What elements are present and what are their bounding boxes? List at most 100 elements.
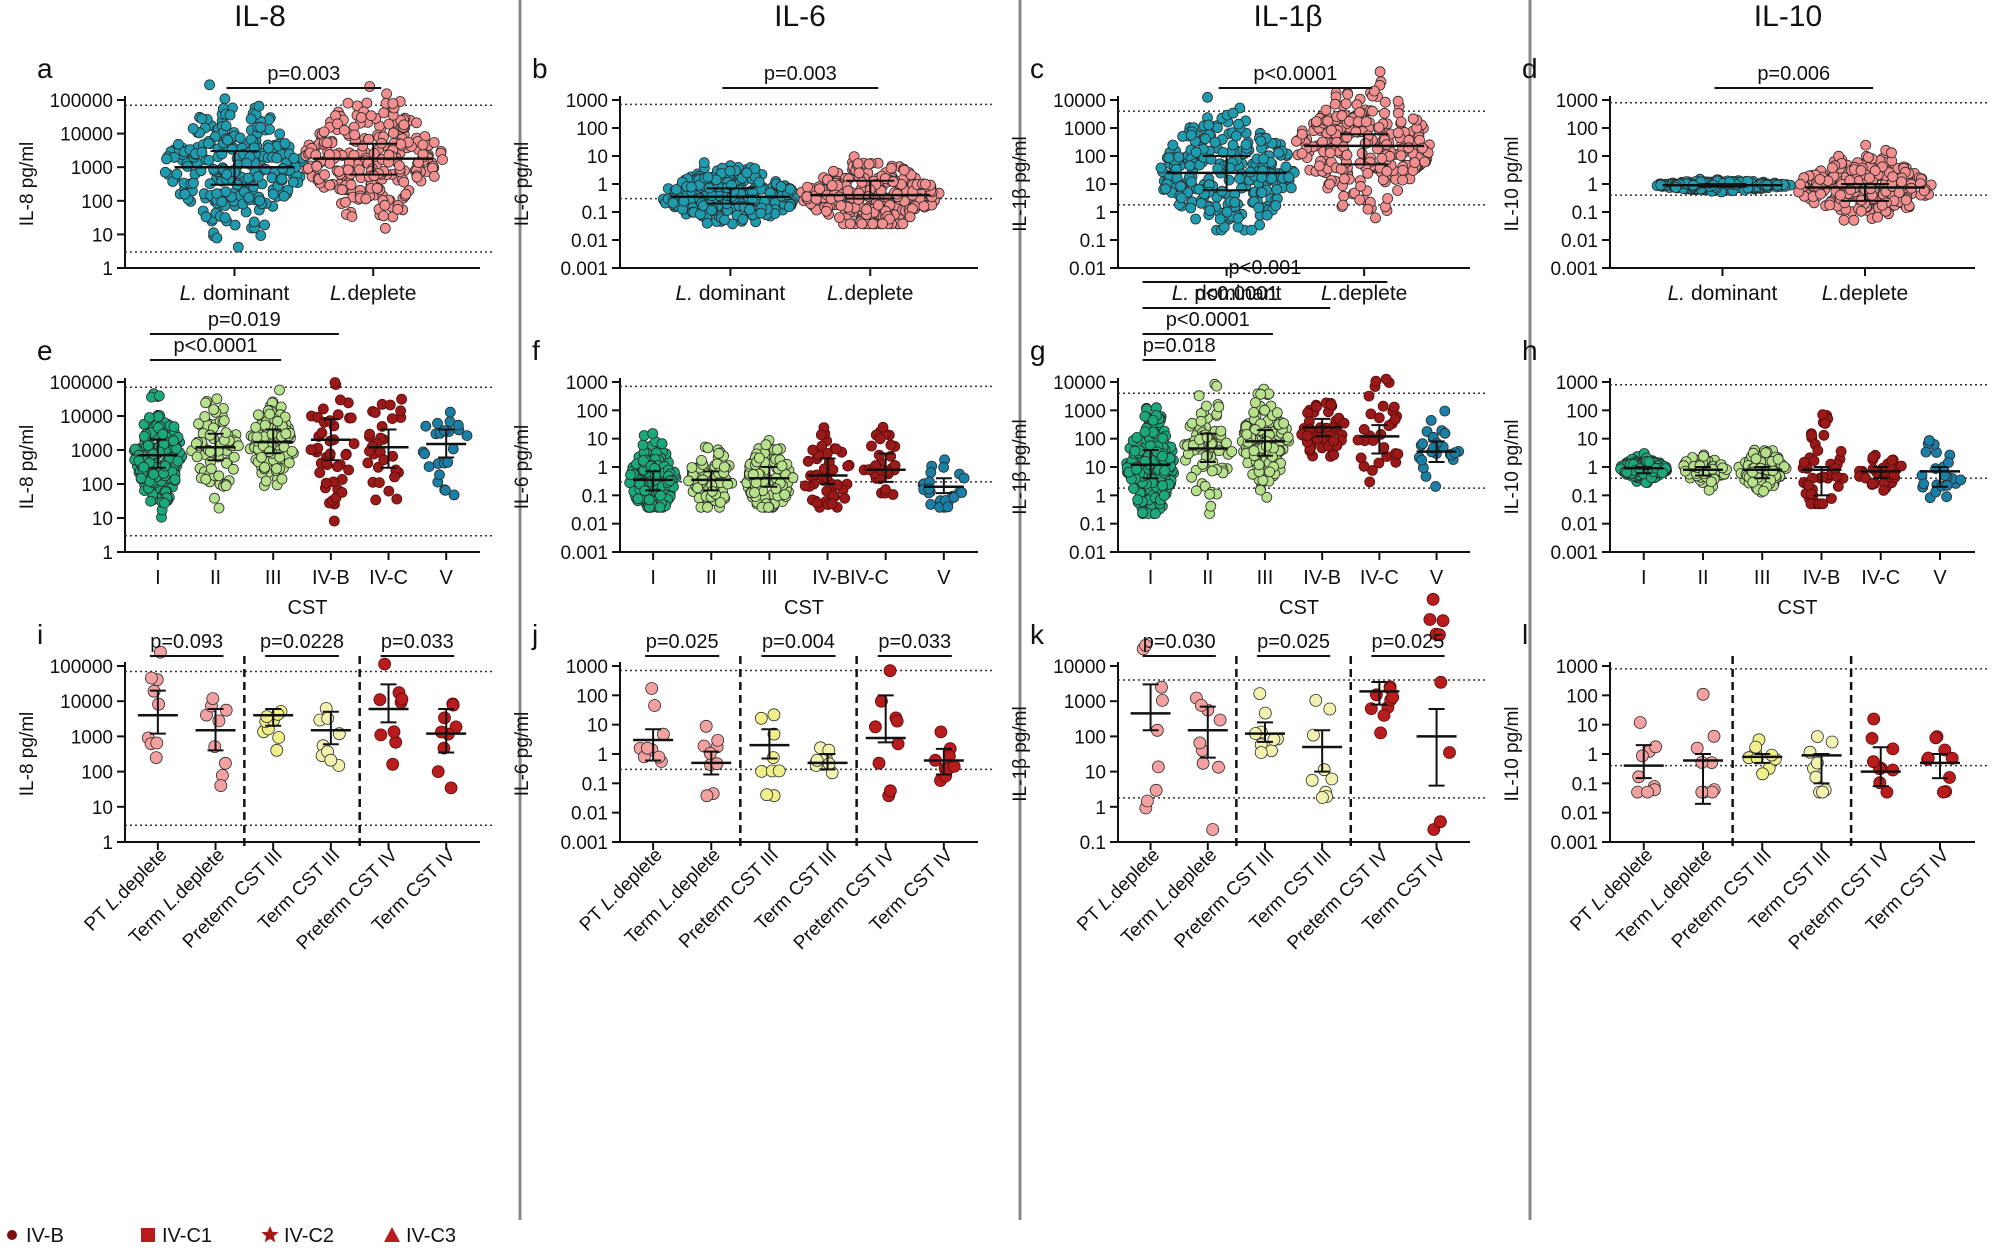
y-tick-label-d: 0.01 (1561, 231, 1598, 252)
pvalue-label-k: p=0.025 (1372, 631, 1445, 653)
data-point-d (1886, 147, 1897, 159)
data-point-l (1886, 763, 1900, 777)
data-point-a (221, 168, 233, 180)
data-point-f (925, 498, 937, 510)
data-point-g (1248, 445, 1260, 457)
y-tick-label-c: 0.01 (1069, 259, 1106, 280)
data-point-a (211, 188, 223, 200)
data-point-a (379, 199, 391, 211)
x-tick-label-rest: deplete (1839, 282, 1908, 305)
data-point-d (1824, 199, 1836, 211)
data-point-e (420, 420, 432, 432)
data-point-g (1201, 400, 1212, 412)
data-point-e (389, 471, 400, 483)
data-point-f (923, 483, 935, 495)
data-point-c (1175, 180, 1187, 192)
data-point-g (1157, 450, 1168, 462)
x-tick-label-b: L. dominant (676, 282, 786, 305)
data-point-k (1206, 823, 1220, 836)
data-point-a (222, 134, 234, 146)
data-point-e (147, 448, 159, 460)
data-point-l (1649, 740, 1662, 754)
data-point-j (772, 764, 786, 778)
data-point-c (1209, 136, 1221, 148)
data-point-g (1278, 417, 1290, 429)
y-tick-label-j: 10 (587, 716, 608, 737)
data-point-g (1213, 401, 1225, 413)
data-point-l (1690, 741, 1704, 755)
data-point-a (400, 188, 412, 200)
data-point-h (1866, 478, 1878, 490)
data-point-c (1204, 205, 1216, 216)
data-point-b (685, 181, 697, 193)
data-point-c (1403, 142, 1414, 154)
y-tick-label-i: 1000 (71, 727, 113, 748)
data-point-c (1273, 147, 1284, 159)
data-point-a (278, 190, 290, 202)
data-point-l (1880, 785, 1894, 799)
data-point-a (203, 137, 214, 149)
data-point-g (1255, 388, 1267, 400)
data-point-j (872, 756, 886, 770)
data-point-a (204, 79, 216, 91)
data-point-i (387, 725, 401, 739)
data-point-f (719, 461, 730, 473)
x-tick-label-italic: L. (827, 282, 845, 305)
data-point-e (305, 444, 317, 456)
data-point-a (279, 137, 291, 149)
data-point-f (830, 443, 842, 455)
data-point-a (172, 138, 184, 150)
data-point-c (1355, 180, 1366, 192)
data-point-i (150, 736, 164, 750)
data-point-a (340, 196, 351, 208)
y-tick-label-d: 1000 (1556, 91, 1598, 112)
data-point-e (264, 408, 276, 420)
data-point-i (444, 781, 458, 795)
data-point-e (252, 409, 264, 421)
data-point-c (1296, 128, 1308, 140)
data-point-c (1202, 91, 1213, 103)
x-tick-label-a: L.deplete (330, 282, 416, 305)
pvalue-label-e: p=0.019 (208, 309, 281, 331)
data-point-k (1374, 726, 1387, 740)
x-tick-label-g: V (1430, 567, 1444, 589)
data-point-k (1443, 746, 1456, 759)
data-point-c (1200, 133, 1211, 145)
y-tick-label-b: 10 (587, 147, 608, 168)
data-point-e (329, 377, 341, 388)
data-point-b (877, 218, 888, 230)
x-tick-label-part: Preterm CST IV (1785, 844, 1895, 954)
data-point-a (342, 164, 354, 176)
data-point-f (655, 490, 666, 502)
x-tick-label-h: IV-B (1803, 567, 1841, 589)
x-tick-label-part: deplete (1658, 845, 1717, 904)
data-point-c (1186, 176, 1197, 188)
data-point-h (1717, 462, 1728, 474)
legend-marker-1 (141, 1228, 155, 1242)
data-point-i (431, 765, 445, 778)
data-point-f (874, 433, 886, 445)
data-point-f (787, 472, 799, 484)
y-tick-label-k: 10 (1085, 763, 1106, 784)
x-tick-label-part: deplete (112, 845, 171, 904)
data-point-b (833, 191, 845, 203)
data-point-k (1212, 760, 1225, 774)
y-tick-label-i: 10 (92, 798, 113, 819)
data-point-g (1150, 508, 1161, 519)
data-point-g (1129, 445, 1141, 457)
data-point-l (1929, 731, 1943, 745)
data-point-l (1636, 749, 1649, 763)
data-point-a (247, 181, 259, 193)
data-point-f (749, 487, 760, 499)
data-point-b (814, 183, 825, 195)
y-tick-label-e: 100000 (50, 373, 113, 394)
y-axis-label-k: IL-1β pg/ml (1010, 706, 1031, 801)
data-point-g (1128, 483, 1139, 494)
data-point-i (219, 703, 233, 717)
data-point-e (220, 427, 232, 439)
data-point-e (280, 428, 292, 440)
data-point-j (711, 734, 725, 747)
data-point-b (724, 165, 736, 177)
data-point-c (1362, 167, 1374, 179)
data-point-c (1185, 202, 1197, 214)
